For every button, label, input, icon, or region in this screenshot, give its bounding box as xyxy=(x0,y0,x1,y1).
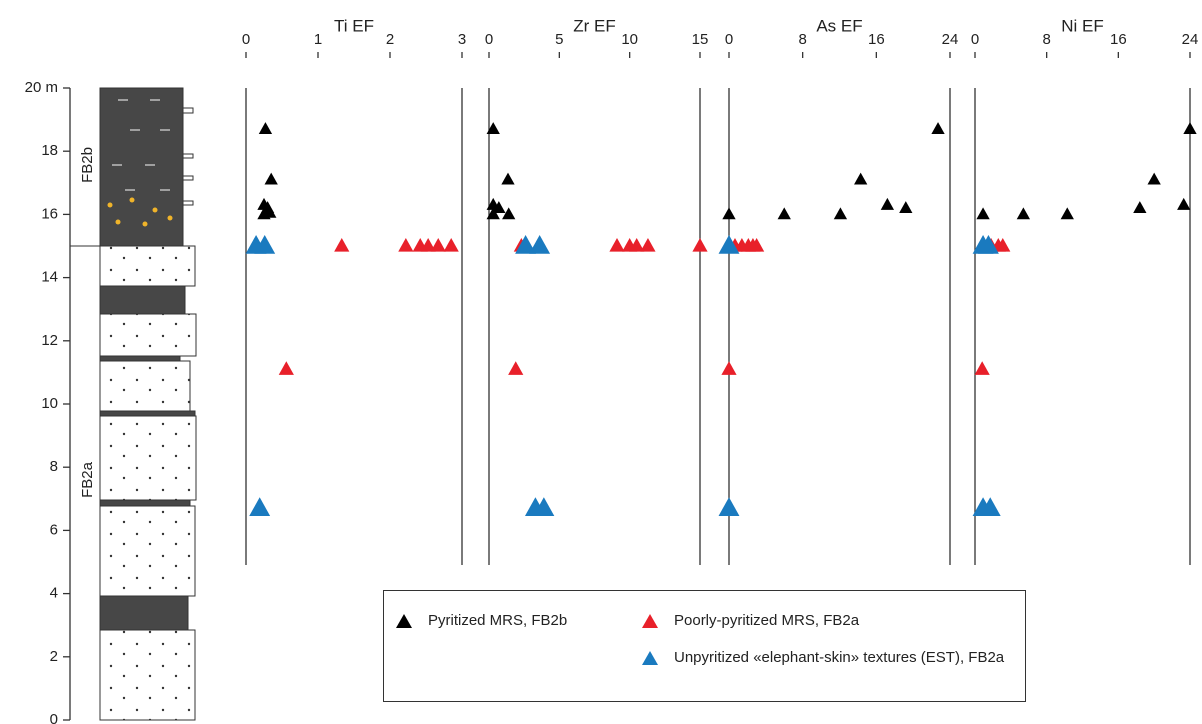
data-point xyxy=(533,497,555,516)
data-point xyxy=(629,238,645,252)
x-tick-label: 0 xyxy=(242,31,250,48)
y-tick-label: 18 xyxy=(41,142,58,159)
unit-label: FB2b xyxy=(79,147,96,183)
x-tick-label: 3 xyxy=(458,31,466,48)
legend-item: Poorly-pyritized MRS, FB2a xyxy=(642,611,859,630)
y-tick-label: 4 xyxy=(50,585,58,602)
legend-item: Pyritized MRS, FB2b xyxy=(396,611,567,630)
panel-title: Ti EF xyxy=(334,16,374,35)
y-tick-label: 6 xyxy=(50,521,58,538)
y-tick-label: 0 xyxy=(50,711,58,724)
x-tick-label: 8 xyxy=(798,31,806,48)
data-point xyxy=(515,235,537,254)
data-point xyxy=(722,207,736,220)
data-point xyxy=(249,497,271,516)
data-point xyxy=(502,207,516,220)
x-tick-label: 16 xyxy=(1110,31,1127,48)
legend-marker xyxy=(396,614,412,628)
data-point xyxy=(692,238,708,252)
legend-marker xyxy=(642,614,658,628)
data-point xyxy=(529,235,551,254)
data-point xyxy=(501,172,515,185)
x-tick-label: 0 xyxy=(971,31,979,48)
data-point xyxy=(398,238,414,252)
data-point xyxy=(492,201,506,213)
x-tick-label: 15 xyxy=(692,31,709,48)
data-point xyxy=(833,207,848,220)
data-point xyxy=(254,235,276,254)
panel-title: As EF xyxy=(816,16,862,35)
data-point xyxy=(995,238,1011,252)
data-point xyxy=(974,361,990,375)
panel-title: Ni EF xyxy=(1061,16,1104,35)
data-point xyxy=(1147,172,1161,185)
legend-item: Unpyritized «elephant-skin» textures (ES… xyxy=(642,648,1004,667)
y-tick-label: 14 xyxy=(41,269,58,286)
data-point xyxy=(1016,207,1031,220)
y-tick-label: 10 xyxy=(41,395,58,412)
data-point xyxy=(264,172,278,185)
x-tick-label: 24 xyxy=(1182,31,1199,48)
data-point xyxy=(508,361,524,375)
strat-column xyxy=(69,87,197,721)
data-point xyxy=(880,197,895,210)
data-point xyxy=(443,238,459,252)
data-point xyxy=(640,238,656,252)
x-tick-label: 0 xyxy=(725,31,733,48)
data-point xyxy=(749,238,765,252)
data-point xyxy=(931,122,945,134)
data-point xyxy=(1177,197,1191,210)
data-point xyxy=(718,497,740,516)
legend-marker xyxy=(642,651,658,665)
x-tick-label: 8 xyxy=(1042,31,1050,48)
data-point xyxy=(257,207,271,220)
y-tick-label: 20 m xyxy=(25,79,58,96)
unit-label: FB2a xyxy=(79,461,96,498)
data-point xyxy=(899,201,913,213)
y-tick-label: 8 xyxy=(50,458,58,475)
y-tick-label: 2 xyxy=(50,648,58,665)
x-tick-label: 10 xyxy=(621,31,638,48)
data-point xyxy=(977,235,999,254)
x-tick-label: 5 xyxy=(555,31,563,48)
data-point xyxy=(486,122,500,134)
data-point xyxy=(609,238,625,252)
legend: Pyritized MRS, FB2b Poorly-pyritized MRS,… xyxy=(383,590,1026,702)
data-point xyxy=(430,238,446,252)
data-point xyxy=(854,172,868,185)
x-tick-label: 0 xyxy=(485,31,493,48)
data-point xyxy=(278,361,294,375)
data-point xyxy=(420,238,436,252)
y-tick-label: 16 xyxy=(41,205,58,222)
x-tick-label: 1 xyxy=(314,31,322,48)
data-point xyxy=(486,207,500,220)
data-point xyxy=(718,235,740,254)
data-point xyxy=(334,238,350,252)
legend-label: Unpyritized «elephant-skin» textures (ES… xyxy=(674,649,1005,666)
data-point xyxy=(1133,201,1147,213)
x-tick-label: 24 xyxy=(942,31,959,48)
data-point xyxy=(1183,122,1197,134)
panel-title: Zr EF xyxy=(573,16,616,35)
data-point xyxy=(976,207,990,220)
y-tick-label: 12 xyxy=(41,332,58,349)
data-point xyxy=(258,122,273,134)
legend-label: Poorly-pyritized MRS, FB2a xyxy=(674,612,860,629)
data-point xyxy=(979,497,1001,516)
legend-label: Pyritized MRS, FB2b xyxy=(428,612,568,629)
x-tick-label: 16 xyxy=(868,31,885,48)
data-point xyxy=(1060,207,1074,220)
data-point xyxy=(721,361,737,375)
x-tick-label: 2 xyxy=(386,31,394,48)
data-point xyxy=(777,207,791,220)
